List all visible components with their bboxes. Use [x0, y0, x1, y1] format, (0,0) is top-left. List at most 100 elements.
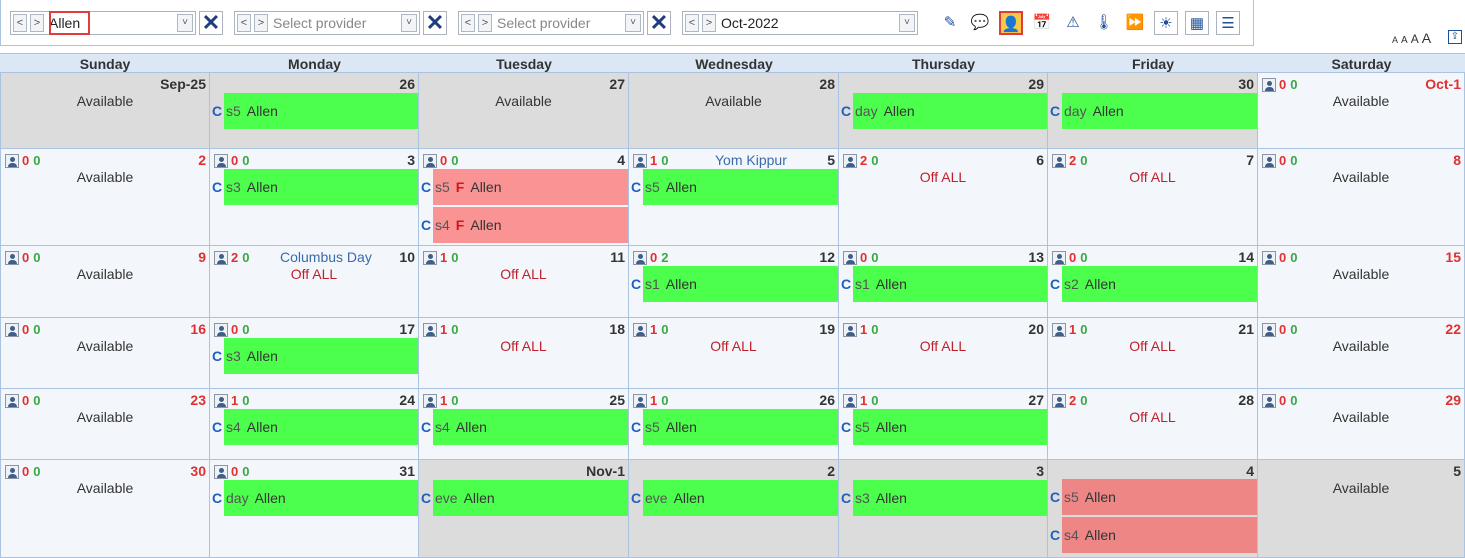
day-cell[interactable]: 29 0 0 Available [1258, 389, 1465, 460]
person-icon[interactable] [5, 465, 19, 479]
day-cell[interactable]: 8 0 0 Available [1258, 149, 1465, 246]
font-size-2-button[interactable]: A [1401, 35, 1408, 46]
provider-select[interactable]: < > Select provider ˅ [234, 11, 420, 35]
clear-button[interactable]: ✕ [423, 11, 447, 35]
day-cell[interactable]: 11 1 0 Off ALL [419, 246, 629, 318]
person-icon[interactable]: 👤 [999, 11, 1023, 35]
next-button[interactable]: > [30, 14, 44, 32]
shift-bar[interactable]: s5 Allen [643, 169, 838, 205]
person-icon[interactable] [214, 251, 228, 265]
day-cell[interactable]: 15 0 0 Available [1258, 246, 1465, 318]
person-icon[interactable] [843, 154, 857, 168]
day-cell[interactable]: 19 1 0 Off ALL [629, 318, 839, 389]
person-icon[interactable] [1052, 154, 1066, 168]
shift-bar[interactable]: s4 Allen [1062, 517, 1257, 553]
person-icon[interactable] [423, 154, 437, 168]
chevron-down-icon[interactable]: ˅ [625, 14, 641, 32]
person-icon[interactable] [5, 154, 19, 168]
shift-bar[interactable]: eve Allen [643, 480, 838, 516]
prev-button[interactable]: < [13, 14, 27, 32]
person-icon[interactable] [843, 251, 857, 265]
chevron-down-icon[interactable]: ˅ [401, 14, 417, 32]
person-icon[interactable] [1052, 394, 1066, 408]
brightness-icon[interactable]: ☀ [1154, 11, 1178, 35]
day-cell[interactable]: 10 2 0 Columbus Day Off ALL [210, 246, 419, 318]
shift-bar[interactable]: s2 Allen [1062, 266, 1257, 302]
chat-icon[interactable]: 💬 [970, 14, 990, 31]
shift-bar[interactable]: s1 Allen [853, 266, 1047, 302]
shift-bar[interactable]: s3 Allen [224, 338, 418, 374]
day-cell[interactable]: 20 1 0 Off ALL [839, 318, 1048, 389]
person-icon[interactable] [843, 394, 857, 408]
prev-button[interactable]: < [461, 14, 475, 32]
person-icon[interactable] [1262, 394, 1276, 408]
next-button[interactable]: > [254, 14, 268, 32]
person-icon[interactable] [633, 154, 647, 168]
person-icon[interactable] [214, 154, 228, 168]
shift-bar[interactable]: day Allen [224, 480, 418, 516]
day-cell[interactable]: 5 Available [1258, 460, 1465, 558]
person-icon[interactable] [633, 323, 647, 337]
person-icon[interactable] [843, 323, 857, 337]
shift-bar[interactable]: s4 Allen [224, 409, 418, 445]
day-cell[interactable]: 30 0 0 Available [0, 460, 210, 558]
clear-button[interactable]: ✕ [647, 11, 671, 35]
prev-button[interactable]: < [237, 14, 251, 32]
shift-bar[interactable]: s5 Allen [1062, 479, 1257, 515]
day-cell[interactable]: Oct-1 0 0 Available [1258, 73, 1465, 149]
person-icon[interactable] [214, 465, 228, 479]
person-icon[interactable] [214, 323, 228, 337]
font-size-3-button[interactable]: A [1410, 32, 1419, 46]
calendar-icon[interactable]: 📅 [1032, 14, 1052, 31]
fast-forward-icon[interactable]: ⏩ [1125, 14, 1145, 31]
person-icon[interactable] [1262, 251, 1276, 265]
day-cell[interactable]: 7 2 0 Off ALL [1048, 149, 1258, 246]
day-cell[interactable]: 16 0 0 Available [0, 318, 210, 389]
provider-select[interactable]: < > Select provider ˅ [458, 11, 644, 35]
shift-bar[interactable]: s5 Allen [853, 409, 1047, 445]
shift-bar[interactable]: s5 F Allen [433, 169, 628, 205]
shift-bar[interactable]: s1 Allen [643, 266, 838, 302]
calculator-icon[interactable]: ▦ [1185, 11, 1209, 35]
person-icon[interactable] [633, 394, 647, 408]
provider-select[interactable]: < > Allen ˅ [10, 11, 196, 35]
warning-icon[interactable]: ⚠ [1066, 14, 1080, 31]
font-size-1-button[interactable]: A [1392, 35, 1399, 45]
month-select[interactable]: < > Oct-2022 ˅ [682, 11, 918, 35]
shift-bar[interactable]: s5 Allen [643, 409, 838, 445]
day-cell[interactable]: 2 0 0 Available [0, 149, 210, 246]
shift-bar[interactable]: eve Allen [433, 480, 628, 516]
person-icon[interactable] [423, 251, 437, 265]
day-cell[interactable]: 9 0 0 Available [0, 246, 210, 318]
person-icon[interactable] [423, 323, 437, 337]
next-button[interactable]: > [478, 14, 492, 32]
person-icon[interactable] [1052, 251, 1066, 265]
